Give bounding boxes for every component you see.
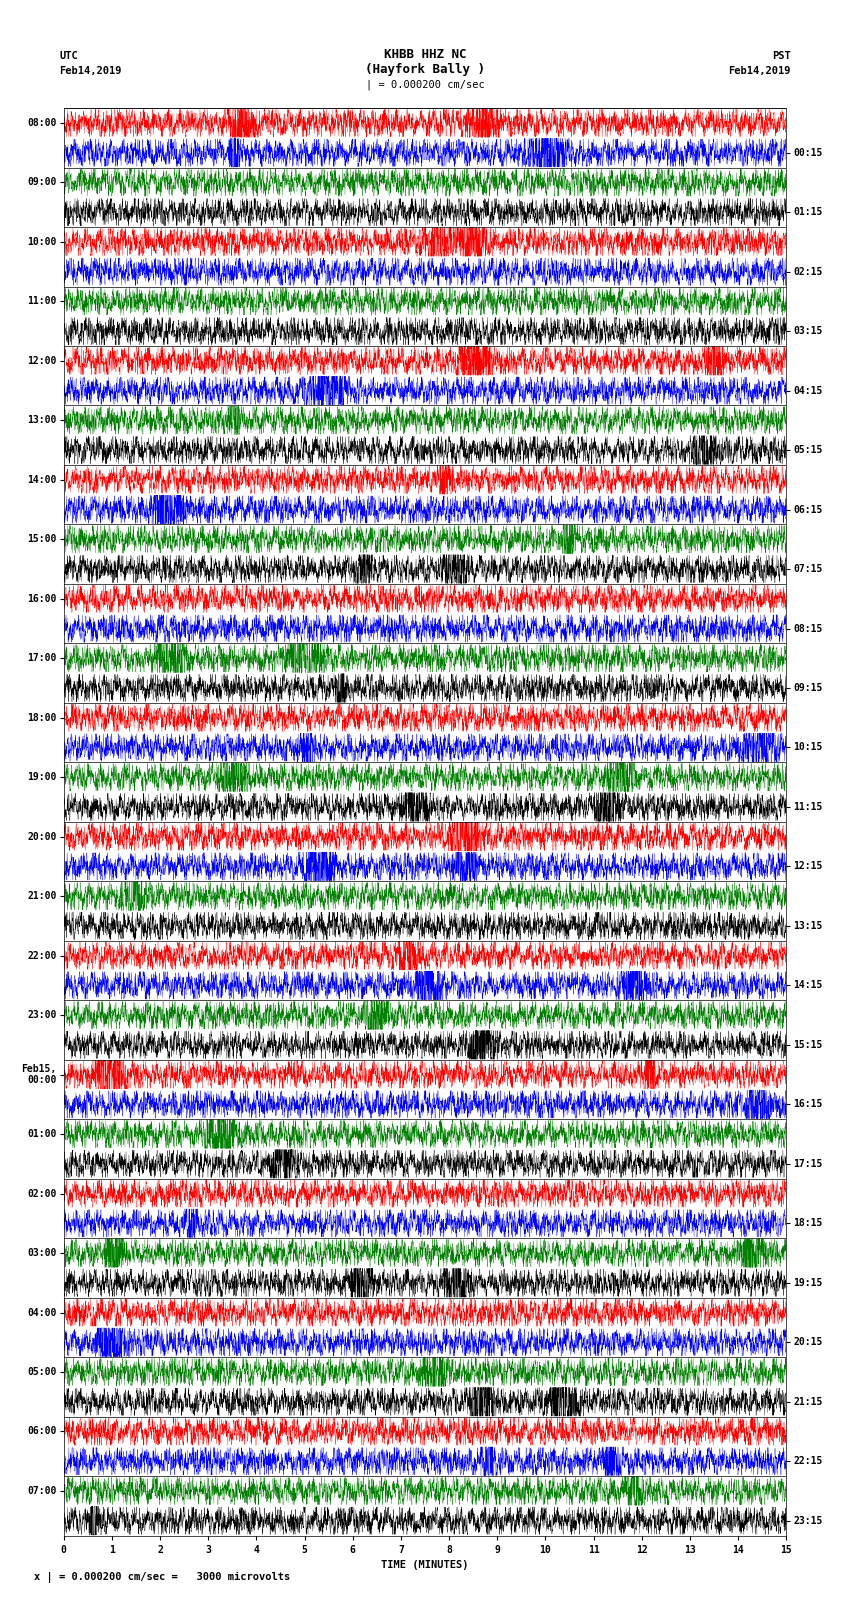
- X-axis label: TIME (MINUTES): TIME (MINUTES): [382, 1560, 468, 1569]
- Text: | = 0.000200 cm/sec: | = 0.000200 cm/sec: [366, 79, 484, 90]
- Text: KHBB HHZ NC: KHBB HHZ NC: [383, 47, 467, 61]
- Text: x | = 0.000200 cm/sec =   3000 microvolts: x | = 0.000200 cm/sec = 3000 microvolts: [34, 1573, 290, 1582]
- Text: (Hayfork Bally ): (Hayfork Bally ): [365, 63, 485, 76]
- Text: PST: PST: [772, 52, 791, 61]
- Text: UTC: UTC: [60, 52, 78, 61]
- Text: Feb14,2019: Feb14,2019: [60, 66, 122, 76]
- Text: Feb14,2019: Feb14,2019: [728, 66, 791, 76]
